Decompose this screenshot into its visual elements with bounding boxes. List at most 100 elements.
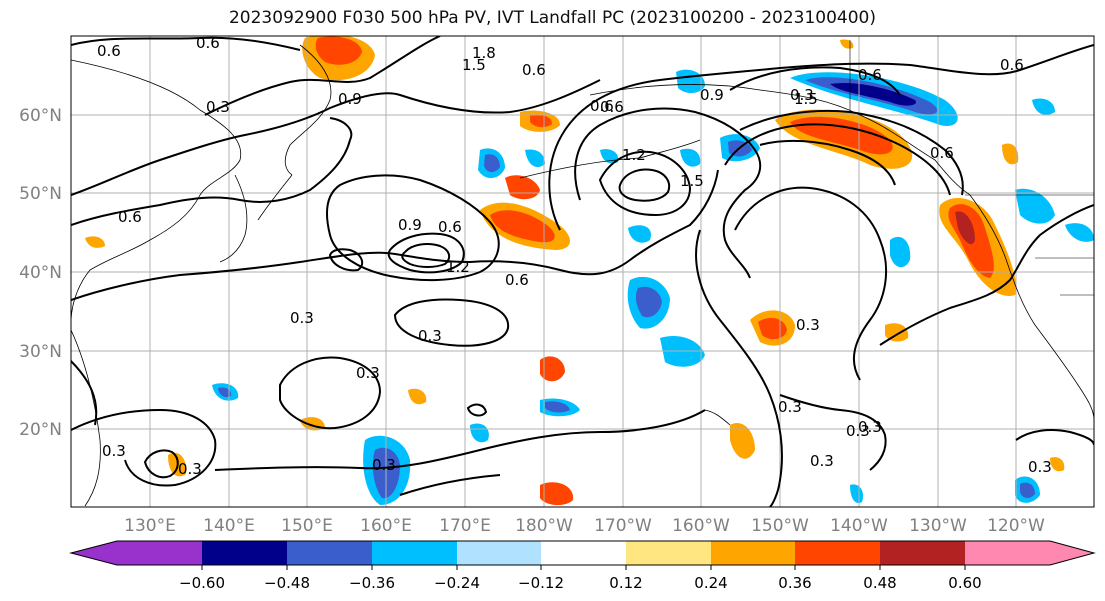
kamchatka-coastline <box>284 44 332 176</box>
asia-coastline <box>71 59 242 321</box>
positive-anomaly-blob <box>1002 143 1019 165</box>
contour-label: 0.3 <box>372 456 396 474</box>
colorbar-segment <box>795 541 880 565</box>
contour-label: 0.3 <box>796 316 820 334</box>
contour-label: 0.3 <box>1028 458 1052 476</box>
pv-contour-line <box>71 36 301 51</box>
pv-contour-line <box>879 204 1094 346</box>
negative-anomaly-blob <box>545 401 570 413</box>
lon-label: 130°E <box>124 516 176 536</box>
contour-label: 0.3 <box>178 460 202 478</box>
negative-anomaly-blob <box>1065 223 1094 242</box>
negative-anomaly-blob <box>850 484 864 504</box>
contour-label: 0.6 <box>118 208 142 226</box>
pv-contour-line <box>779 394 887 471</box>
positive-anomaly-blob <box>540 482 574 506</box>
colorbar-segment <box>117 541 202 565</box>
contour-label: 1.5 <box>680 172 704 190</box>
lat-label: 20°N <box>19 420 62 440</box>
lon-label: 140°E <box>203 516 255 536</box>
pv-contour-line <box>214 409 706 471</box>
contour-label: 0.6 <box>505 271 529 289</box>
pv-contour-line <box>598 150 692 217</box>
pv-contour-line <box>279 356 382 430</box>
negative-anomaly-blob <box>484 154 500 173</box>
positive-anomaly-blob <box>530 114 552 128</box>
pv-contour-line <box>548 44 1094 231</box>
political-border <box>849 40 1094 296</box>
contour-label: 0.3 <box>846 422 870 440</box>
japan-coastline <box>219 174 248 263</box>
negative-anomaly-blob <box>890 236 911 268</box>
negative-anomaly-blob <box>525 149 545 168</box>
colorbar-segment <box>71 541 117 565</box>
lat-label: 60°N <box>19 106 62 126</box>
colorbar-ticks <box>201 565 966 570</box>
lat-label: 50°N <box>19 184 62 204</box>
contour-label: 0.3 <box>778 398 802 416</box>
pv-contour-line <box>724 123 951 196</box>
contour-label: 0.6 <box>438 218 462 236</box>
positive-anomaly-blob <box>540 356 565 382</box>
contour-label: 0.3 <box>858 418 882 436</box>
pv-contour-line <box>71 408 217 487</box>
positive-anomaly-blob <box>315 36 362 65</box>
colorbar-tick-label: −0.48 <box>264 574 310 592</box>
positive-anomaly-blob <box>955 211 975 245</box>
positive-anomaly-blob <box>1050 457 1065 472</box>
negative-anomaly-blob <box>1020 482 1035 498</box>
pv-contours <box>71 36 1094 507</box>
contour-label: 0.6 <box>858 66 882 84</box>
contour-label: 0.6 <box>590 97 614 115</box>
lon-label: 170°W <box>594 516 652 536</box>
contour-label: 1.5 <box>794 90 818 108</box>
lat-label: 30°N <box>19 342 62 362</box>
colorbar-segment <box>287 541 372 565</box>
negative-anomaly-blob <box>1015 188 1055 224</box>
negative-anomaly-blob <box>470 423 489 443</box>
pv-contour-line <box>466 403 488 417</box>
negative-anomaly-blob <box>680 148 701 167</box>
pv-contour-line <box>618 168 671 202</box>
colorbar-tick-label: 0.60 <box>948 574 981 592</box>
lon-label: 160°W <box>672 516 730 536</box>
pv-contour-line <box>759 139 896 186</box>
positive-anomaly-blob <box>490 210 555 243</box>
contour-label: 1.2 <box>622 146 646 164</box>
colorbar-segment <box>202 541 287 565</box>
lon-label: 130°W <box>909 516 967 536</box>
pv-contour-line <box>71 169 719 301</box>
pv-contour-line <box>399 474 501 496</box>
pv-contour-line <box>328 248 364 272</box>
positive-anomaly-blob <box>85 236 105 248</box>
colorbar-tick-labels: −0.60 −0.48 −0.36 −0.24 −0.12 0.12 0.24 … <box>179 574 982 592</box>
colorbar-tick-label: 0.24 <box>694 574 727 592</box>
lon-label: 150°W <box>751 516 809 536</box>
positive-anomaly-blob <box>790 116 893 155</box>
contour-label: 0.9 <box>398 216 422 234</box>
contour-label: 0.3 <box>418 327 442 345</box>
lon-label: 140°W <box>830 516 888 536</box>
positive-anomaly-blob <box>885 323 909 342</box>
negative-anomaly-blob <box>635 286 662 318</box>
contour-label: 0.3 <box>290 309 314 327</box>
pv-contour-line <box>574 107 762 279</box>
contour-label: 0.3 <box>790 86 814 104</box>
colorbar-segment <box>372 541 457 565</box>
colorbar-tick-label: −0.24 <box>434 574 480 592</box>
contour-label: 0.3 <box>356 364 380 382</box>
contour-label: 0.6 <box>522 61 546 79</box>
colorbar-tick-label: −0.12 <box>518 574 564 592</box>
contour-label: 0.9 <box>700 86 724 104</box>
colorbar-segment <box>457 541 541 565</box>
longitude-labels: 130°E 140°E 150°E 160°E 170°E 180°W 170°… <box>124 516 1045 536</box>
alaska-coastline <box>589 84 971 196</box>
contour-label: 0.9 <box>338 90 362 108</box>
colorbar-tick-label: −0.36 <box>349 574 395 592</box>
map-frame <box>70 35 1095 508</box>
contour-label: 0.6 <box>1000 56 1024 74</box>
contour-label: 0.6 <box>930 144 954 162</box>
north-america-coast <box>969 194 1094 421</box>
negative-anomaly-blob <box>628 225 651 243</box>
